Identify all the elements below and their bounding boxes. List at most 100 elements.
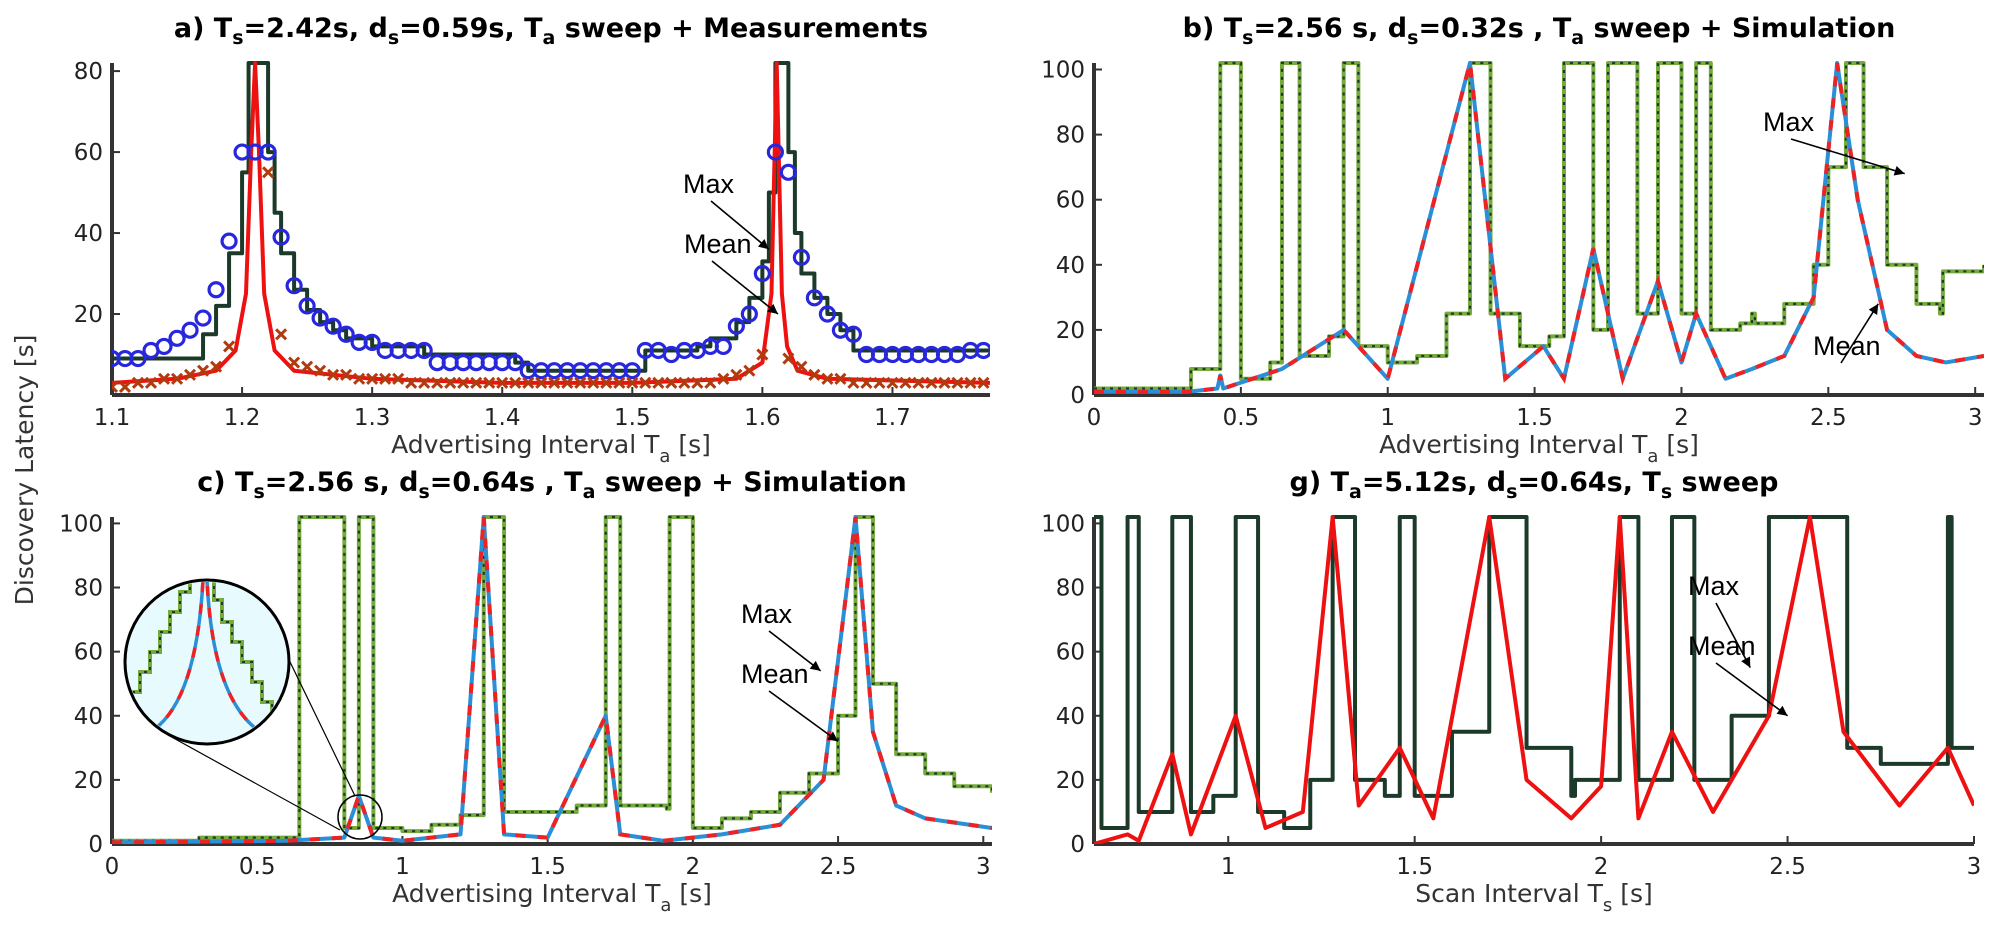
series-max-overlay xyxy=(112,515,992,842)
data-point xyxy=(561,376,574,389)
x-tick-label: 1.5 xyxy=(529,854,566,880)
annotation-arrowhead xyxy=(809,660,821,671)
data-point xyxy=(951,376,964,389)
y-tick-label: 80 xyxy=(74,59,103,85)
annotation-label: Mean xyxy=(741,659,809,689)
x-tick-label: 2 xyxy=(1674,405,1689,431)
data-point xyxy=(194,309,212,327)
data-point xyxy=(600,376,613,389)
data-point xyxy=(311,309,329,327)
data-point xyxy=(535,376,548,389)
y-tick-label: 60 xyxy=(1056,640,1085,666)
series-max-line xyxy=(1094,515,1974,830)
data-point xyxy=(818,305,837,323)
y-tick-label: 100 xyxy=(59,511,103,537)
x-tick-label: 1 xyxy=(1221,854,1236,880)
data-point xyxy=(262,166,275,179)
data-point xyxy=(131,376,145,389)
y-tick-label: 0 xyxy=(88,832,103,858)
x-tick-label: 1.5 xyxy=(614,405,651,431)
data-point xyxy=(506,354,524,372)
data-point xyxy=(183,368,197,381)
y-tick-label: 100 xyxy=(1041,511,1085,537)
annotation-arrow xyxy=(1715,602,1751,669)
panel-b-title: b) Ts=2.56 s, ds=0.32s , Ta sweep + Simu… xyxy=(1183,13,1896,49)
panel-b-xlabel: Advertising Interval Ta [s] xyxy=(1379,430,1699,467)
data-point xyxy=(613,376,626,389)
annotation-arrowhead xyxy=(1893,165,1905,176)
data-point xyxy=(275,328,288,341)
series-mean-overlay xyxy=(1094,62,1984,394)
data-point xyxy=(457,376,470,389)
data-point xyxy=(691,376,704,389)
data-point xyxy=(483,376,496,389)
data-point xyxy=(392,372,405,385)
data-point xyxy=(847,376,860,389)
y-tick-label: 40 xyxy=(1056,704,1085,730)
panel-c: c) Ts=2.56 s, ds=0.64s , Ta sweep + Simu… xyxy=(59,467,992,916)
data-point xyxy=(324,317,342,335)
annotation-arrowhead xyxy=(827,731,839,742)
y-tick-label: 60 xyxy=(74,140,103,166)
panel-g-xlabel: Scan Interval Ts [s] xyxy=(1415,879,1653,916)
data-point xyxy=(834,372,847,385)
panel-b: b) Ts=2.56 s, ds=0.32s , Ta sweep + Simu… xyxy=(1041,13,1984,467)
data-point xyxy=(860,376,873,389)
data-point xyxy=(327,368,340,381)
data-point xyxy=(337,325,355,343)
data-point xyxy=(366,372,379,385)
x-tick-label: 0 xyxy=(1087,405,1102,431)
data-point xyxy=(314,364,327,377)
data-point xyxy=(730,368,743,381)
data-point xyxy=(938,376,951,389)
data-point xyxy=(574,376,587,389)
data-point xyxy=(285,277,303,295)
annotation-max: Max xyxy=(1763,107,1905,176)
annotation-arrow xyxy=(768,690,839,743)
data-point xyxy=(418,376,431,389)
annotation-mean: Mean xyxy=(684,229,779,315)
data-point xyxy=(678,376,691,389)
annotation-arrow xyxy=(1790,138,1905,175)
y-tick-label: 20 xyxy=(74,768,103,794)
data-point xyxy=(587,376,600,389)
annotation-arrow xyxy=(711,260,779,315)
data-point xyxy=(379,372,392,385)
panel-g-title: g) Ta=5.12s, ds=0.64s, Ts sweep xyxy=(1290,467,1779,503)
data-point xyxy=(272,228,290,246)
y-tick-label: 60 xyxy=(1056,188,1085,214)
y-tick-label: 60 xyxy=(74,640,103,666)
data-point xyxy=(259,143,277,161)
series-mean-line xyxy=(1094,515,1974,844)
data-point xyxy=(509,376,522,389)
data-point xyxy=(157,372,171,385)
y-tick-label: 100 xyxy=(1041,58,1085,84)
annotation-max: Max xyxy=(683,169,770,250)
data-point xyxy=(626,376,639,389)
annotation-label: Mean xyxy=(1688,631,1756,661)
series-mean-measurement xyxy=(112,166,990,393)
x-tick-label: 1 xyxy=(1380,405,1395,431)
x-tick-label: 1.2 xyxy=(224,405,261,431)
annotation-arrowhead xyxy=(1868,303,1879,315)
data-point xyxy=(181,321,199,339)
zoom-inset xyxy=(123,578,383,840)
data-point xyxy=(207,281,225,299)
data-point xyxy=(743,364,756,377)
annotation-arrowhead xyxy=(1776,705,1788,716)
data-point xyxy=(977,376,990,389)
data-point xyxy=(363,333,381,351)
annotation-label: Max xyxy=(683,169,735,199)
data-point xyxy=(844,325,863,343)
x-tick-label: 2.5 xyxy=(820,854,857,880)
data-point xyxy=(704,376,717,389)
x-tick-label: 1.5 xyxy=(1396,854,1433,880)
y-tick-label: 80 xyxy=(1056,576,1085,602)
annotation-mean: Mean xyxy=(1813,303,1881,364)
data-point xyxy=(899,376,912,389)
data-point xyxy=(665,376,678,389)
panels: a) Ts=2.42s, ds=0.59s, Ta sweep + Measur… xyxy=(59,13,1984,916)
data-point xyxy=(470,376,483,389)
data-point xyxy=(144,376,158,389)
x-tick-label: 3 xyxy=(1967,854,1982,880)
